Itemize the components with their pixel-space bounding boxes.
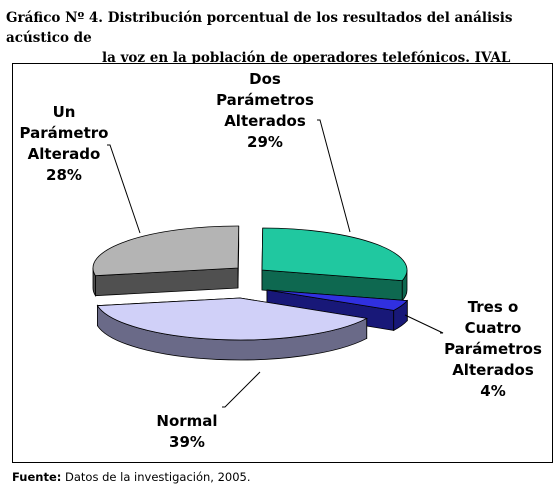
slice-percent-1: 4% — [480, 382, 505, 400]
slice-label-line-1-2: Parámetros — [444, 340, 542, 358]
slice-label-line-3-2: Alterado — [28, 145, 101, 163]
source-text: Datos de la investigación, 2005. — [61, 470, 251, 484]
slice-label-line-3-0: Un — [53, 103, 76, 121]
slice-label-line-0-1: Parámetros — [216, 91, 314, 109]
pie-slice-2-top — [96, 297, 368, 341]
pie-slice-2 — [96, 297, 368, 361]
pie-slice-0-top — [261, 227, 408, 282]
slice-percent-2: 39% — [169, 433, 205, 451]
leader-line-3 — [107, 144, 141, 234]
leader-line-1 — [404, 314, 444, 334]
slice-label-0: Dos Parámetros Alterados 29% — [216, 70, 314, 151]
pie-slice-3 — [92, 225, 240, 298]
slice-label-line-0-0: Dos — [249, 70, 281, 88]
slice-percent-3: 28% — [46, 166, 82, 184]
slice-label-line-3-1: Parámetro — [20, 124, 109, 142]
slice-label-3: Un Parámetro Alterado 28% — [20, 103, 109, 184]
pie-slice-0 — [261, 227, 408, 302]
slice-label-line-0-2: Alterados — [224, 112, 306, 130]
slice-label-1: Tres o Cuatro Parámetros Alterados 4% — [444, 298, 542, 400]
leader-line-0 — [317, 119, 351, 233]
slice-percent-0: 29% — [247, 133, 283, 151]
pie-slice-1-top — [266, 289, 409, 311]
slice-label-line-1-0: Tres o — [468, 298, 519, 316]
slice-label-line-1-1: Cuatro — [465, 319, 522, 337]
slice-label-2: Normal 39% — [156, 412, 217, 451]
slice-label-line-1-3: Alterados — [452, 361, 534, 379]
slice-label-line-2-0: Normal — [156, 412, 217, 430]
source-note: Fuente: Datos de la investigación, 2005. — [12, 470, 251, 484]
pie-slice-3-top — [92, 225, 240, 277]
title-line-1: Gráfico Nº 4. Distribución porcentual de… — [6, 10, 513, 46]
leader-line-2 — [222, 371, 261, 408]
source-label: Fuente: — [12, 470, 62, 484]
